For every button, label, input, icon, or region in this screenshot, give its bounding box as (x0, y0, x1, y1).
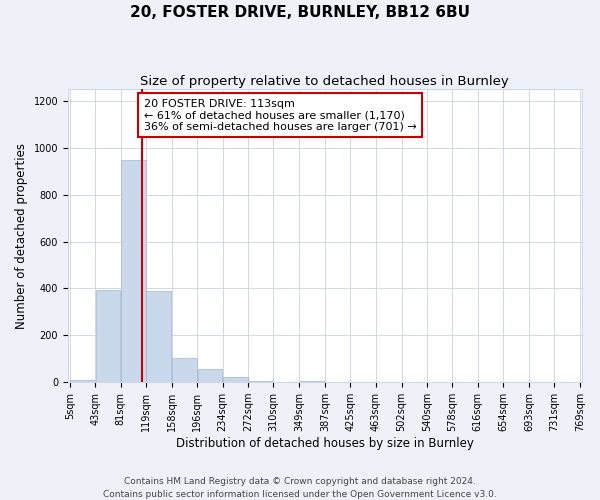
Bar (197, 370, 223, 382)
Bar (223, 377, 248, 382)
Text: 20, FOSTER DRIVE, BURNLEY, BB12 6BU: 20, FOSTER DRIVE, BURNLEY, BB12 6BU (130, 5, 470, 20)
Bar (172, 358, 197, 382)
Text: 20 FOSTER DRIVE: 113sqm
← 61% of detached houses are smaller (1,170)
36% of semi: 20 FOSTER DRIVE: 113sqm ← 61% of detache… (144, 98, 417, 132)
Bar (121, 160, 146, 382)
Text: Contains HM Land Registry data © Crown copyright and database right 2024.
Contai: Contains HM Land Registry data © Crown c… (103, 478, 497, 499)
X-axis label: Distribution of detached houses by size in Burnley: Distribution of detached houses by size … (176, 437, 474, 450)
Bar (95, 290, 121, 382)
Title: Size of property relative to detached houses in Burnley: Size of property relative to detached ho… (140, 75, 509, 88)
Bar (70, 380, 95, 382)
Y-axis label: Number of detached properties: Number of detached properties (15, 142, 28, 328)
Bar (146, 291, 171, 382)
Bar (248, 381, 273, 382)
Bar (300, 381, 325, 382)
